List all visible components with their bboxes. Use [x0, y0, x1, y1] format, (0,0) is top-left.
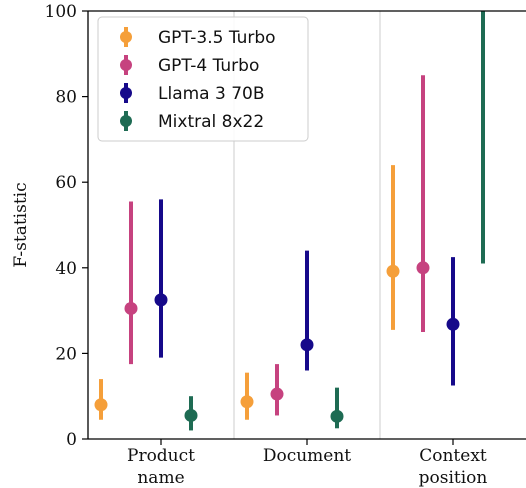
y-tick-label: 40 — [55, 259, 77, 279]
x-tick-label: Context position — [419, 446, 488, 488]
y-tick-label: 0 — [66, 430, 77, 450]
point-gpt-4-turbo — [416, 261, 430, 275]
legend-marker — [120, 87, 132, 99]
point-mixtral-8x22 — [330, 409, 344, 423]
point-llama-3-70b — [154, 293, 168, 307]
x-tick-label: Document — [263, 446, 351, 466]
legend-marker — [120, 115, 132, 127]
point-gpt-3-5-turbo — [94, 398, 108, 412]
y-tick-label: 80 — [55, 88, 77, 108]
x-tick-label: Product name — [127, 446, 195, 488]
point-gpt-3-5-turbo — [386, 264, 400, 278]
legend-marker — [120, 31, 132, 43]
point-gpt-3-5-turbo — [240, 395, 254, 409]
y-axis-label: F-statistic — [11, 182, 31, 267]
point-llama-3-70b — [300, 338, 314, 352]
legend: GPT-3.5 Turbo GPT-4 Turbo Llama 3 70B Mixtr… — [97, 16, 309, 142]
legend-marker — [120, 59, 132, 71]
point-llama-3-70b — [446, 317, 460, 331]
legend-label: GPT-4 Turbo — [158, 56, 259, 76]
y-tick-label: 20 — [55, 344, 77, 364]
y-tick-label: 60 — [55, 173, 77, 193]
legend-box — [97, 16, 309, 142]
legend-label: Mixtral 8x22 — [158, 112, 264, 132]
data-points — [94, 261, 460, 423]
error-bars — [99, 11, 485, 431]
legend-label: GPT-3.5 Turbo — [158, 28, 276, 48]
axes: 0 20 40 60 80 100 Product name Document Context po… — [45, 2, 526, 488]
y-tick-label: 100 — [45, 2, 77, 22]
point-gpt-4-turbo — [124, 301, 138, 315]
point-gpt-4-turbo — [270, 387, 284, 401]
legend-label: Llama 3 70B — [158, 84, 265, 104]
point-mixtral-8x22 — [184, 408, 198, 422]
